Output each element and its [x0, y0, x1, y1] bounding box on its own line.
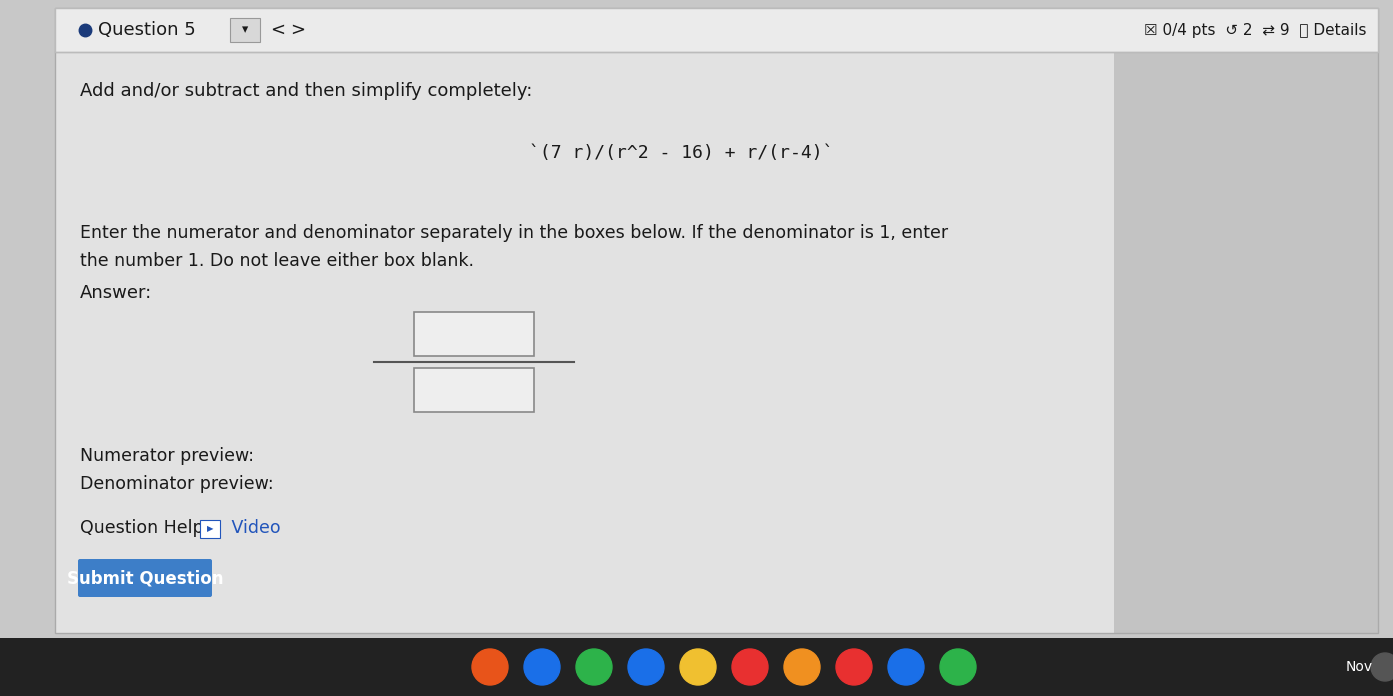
Text: Question Help:: Question Help: [79, 519, 209, 537]
Text: Answer:: Answer: [79, 284, 152, 302]
Circle shape [784, 649, 820, 685]
FancyBboxPatch shape [54, 8, 1378, 633]
Circle shape [628, 649, 664, 685]
FancyBboxPatch shape [201, 520, 220, 538]
FancyBboxPatch shape [1114, 8, 1378, 633]
Text: Numerator preview:: Numerator preview: [79, 447, 254, 465]
Text: Nov: Nov [1346, 660, 1373, 674]
Circle shape [680, 649, 716, 685]
Text: Question 5: Question 5 [98, 21, 196, 39]
Circle shape [731, 649, 768, 685]
Text: Video: Video [226, 519, 280, 537]
Text: >: > [291, 21, 305, 39]
Circle shape [887, 649, 924, 685]
FancyBboxPatch shape [54, 8, 1378, 52]
Circle shape [575, 649, 612, 685]
Text: Add and/or subtract and then simplify completely:: Add and/or subtract and then simplify co… [79, 82, 532, 100]
Text: `(7 r)/(r^2 - 16) + r/(r-4)`: `(7 r)/(r^2 - 16) + r/(r-4)` [529, 144, 834, 162]
Circle shape [1371, 653, 1393, 681]
Text: ▶: ▶ [206, 525, 213, 534]
FancyBboxPatch shape [230, 18, 260, 42]
Text: Denominator preview:: Denominator preview: [79, 475, 273, 493]
Text: <: < [270, 21, 286, 39]
Text: ▾: ▾ [242, 24, 248, 36]
Text: Submit Question: Submit Question [67, 569, 223, 587]
Circle shape [940, 649, 976, 685]
FancyBboxPatch shape [414, 368, 534, 412]
Text: ☒ 0/4 pts  ↺ 2  ⇄ 9  ⓘ Details: ☒ 0/4 pts ↺ 2 ⇄ 9 ⓘ Details [1144, 22, 1367, 38]
Circle shape [836, 649, 872, 685]
Circle shape [472, 649, 508, 685]
FancyBboxPatch shape [414, 312, 534, 356]
Polygon shape [0, 638, 1393, 696]
Circle shape [524, 649, 560, 685]
Text: Enter the numerator and denominator separately in the boxes below. If the denomi: Enter the numerator and denominator sepa… [79, 224, 949, 242]
Text: the number 1. Do not leave either box blank.: the number 1. Do not leave either box bl… [79, 252, 474, 270]
FancyBboxPatch shape [78, 559, 212, 597]
